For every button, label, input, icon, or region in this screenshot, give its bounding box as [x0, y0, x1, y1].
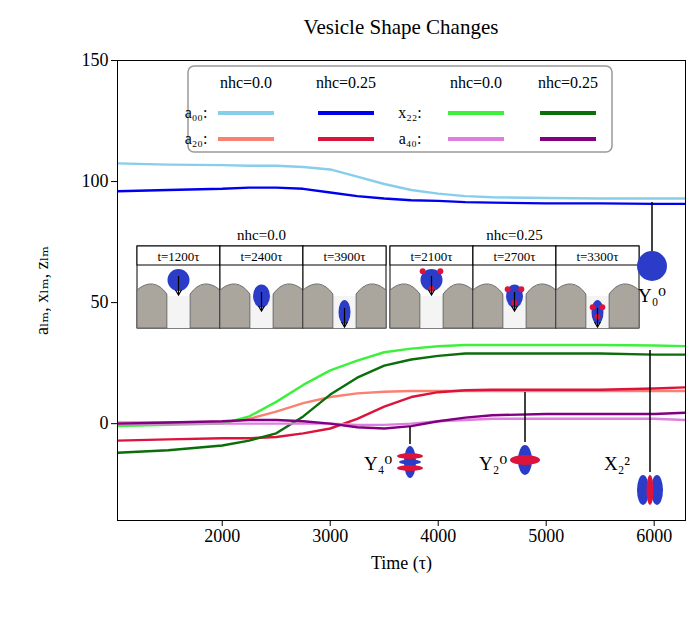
svg-text:a₀₀:: a₀₀:	[185, 104, 208, 121]
svg-text:t=2700τ: t=2700τ	[493, 249, 535, 264]
svg-text:100: 100	[82, 171, 109, 191]
svg-text:Y₄⁰: Y₄⁰	[364, 453, 392, 474]
svg-text:X₂²: X₂²	[604, 453, 630, 474]
svg-text:Vesicle Shape Changes: Vesicle Shape Changes	[304, 15, 499, 39]
svg-text:0: 0	[100, 413, 109, 433]
svg-text:nhc=0.0: nhc=0.0	[237, 227, 286, 243]
svg-text:nhc=0.0: nhc=0.0	[220, 74, 272, 91]
svg-text:50: 50	[91, 292, 109, 312]
svg-text:4000: 4000	[420, 526, 456, 546]
svg-text:Y₀⁰: Y₀⁰	[638, 285, 666, 306]
svg-text:Time (τ): Time (τ)	[371, 553, 432, 574]
svg-text:6000: 6000	[636, 526, 672, 546]
svg-text:t=3300τ: t=3300τ	[576, 249, 618, 264]
svg-text:3000: 3000	[312, 526, 348, 546]
svg-text:a₄₀:: a₄₀:	[399, 130, 422, 147]
svg-text:Y₂⁰: Y₂⁰	[479, 453, 507, 474]
svg-text:nhc=0.25: nhc=0.25	[316, 74, 376, 91]
svg-text:aₗₘ, xₗₘ, zₗₘ: aₗₘ, xₗₘ, zₗₘ	[32, 246, 52, 335]
svg-text:t=3900τ: t=3900τ	[323, 249, 365, 264]
svg-text:5000: 5000	[528, 526, 564, 546]
svg-text:x₂₂:: x₂₂:	[398, 104, 422, 121]
svg-text:150: 150	[82, 50, 109, 70]
svg-text:a₂₀:: a₂₀:	[185, 130, 208, 147]
svg-text:t=2100τ: t=2100τ	[410, 249, 452, 264]
svg-text:nhc=0.25: nhc=0.25	[538, 74, 598, 91]
svg-text:t=1200τ: t=1200τ	[157, 249, 199, 264]
svg-text:2000: 2000	[204, 526, 240, 546]
svg-text:nhc=0.0: nhc=0.0	[450, 74, 502, 91]
svg-text:nhc=0.25: nhc=0.25	[486, 227, 542, 243]
svg-text:t=2400τ: t=2400τ	[240, 249, 282, 264]
